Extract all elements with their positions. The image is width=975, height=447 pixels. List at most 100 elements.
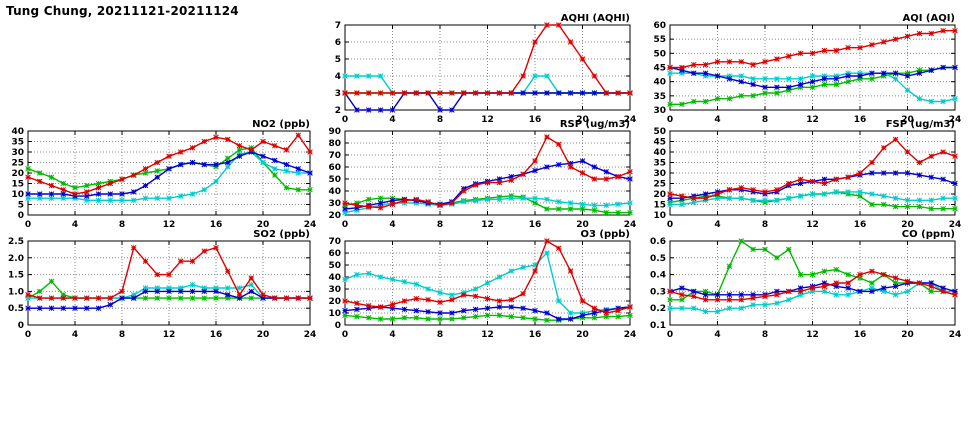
y-tick-label: 30 [653,106,666,116]
y-tick-label: 0.3 [650,287,666,297]
gridlines [670,25,955,110]
x-tick-label: 20 [257,220,270,230]
series-red [667,136,958,201]
y-tick-label: 0.6 [650,237,666,247]
y-tick-label: 6 [335,38,341,48]
x-tick-label: 20 [576,220,589,230]
axis-labels: 0 4 8 12 16 20 24 0 0.5 1.0 1.5 2.0 2.5 [8,237,316,340]
y-tick-label: 2.5 [8,237,24,247]
x-tick-label: 16 [210,220,223,230]
chart-rsp: 0 4 8 12 16 20 24 20 30 40 50 60 70 80 90 RSP (ug/m3) [328,119,636,230]
x-tick-label: 24 [624,115,637,125]
x-tick-label: 4 [389,220,395,230]
x-tick-label: 16 [210,330,223,340]
y-tick-label: 30 [328,285,341,295]
y-tick-label: 20 [11,169,24,179]
y-tick-label: 3 [335,89,341,99]
y-tick-label: 50 [653,127,666,137]
x-tick-label: 20 [257,330,270,340]
x-tick-label: 12 [481,115,494,125]
chart-o3: 0 4 8 12 16 20 24 0 10 20 30 40 50 60 70 O3 (ppb) [328,229,637,340]
y-tick-label: 0.2 [650,304,666,314]
x-tick-label: 24 [949,330,962,340]
x-tick-label: 16 [529,330,542,340]
x-tick-label: 0 [25,220,31,230]
y-tick-label: 60 [328,249,341,259]
x-tick-label: 8 [437,115,443,125]
y-tick-label: 20 [328,297,341,307]
x-tick-label: 20 [576,115,589,125]
x-tick-label: 16 [854,220,867,230]
x-tick-label: 12 [806,220,819,230]
x-tick-label: 0 [25,330,31,340]
y-tick-label: 50 [328,175,341,185]
x-tick-label: 24 [949,115,962,125]
x-tick-label: 8 [437,220,443,230]
x-tick-label: 4 [714,330,720,340]
x-tick-label: 12 [163,220,176,230]
y-tick-label: 45 [653,138,666,148]
tick-marks [669,24,956,111]
page-title: Tung Chung, 20211121-20211124 [6,4,239,18]
series-red [667,27,958,71]
x-tick-label: 8 [762,220,768,230]
y-tick-label: 25 [11,159,24,169]
x-tick-label: 20 [901,220,914,230]
x-tick-label: 12 [806,330,819,340]
y-tick-label: 90 [328,127,341,137]
y-tick-label: 40 [11,127,24,137]
y-tick-label: 7 [335,21,341,31]
series-red [25,244,313,301]
y-tick-label: 5 [18,201,24,211]
x-tick-label: 24 [624,330,637,340]
chart-title: SO2 (ppb) [253,229,310,240]
y-tick-label: 0 [18,321,24,331]
x-tick-label: 12 [481,330,494,340]
x-tick-label: 4 [389,115,395,125]
x-tick-label: 4 [714,115,720,125]
y-tick-label: 30 [328,199,341,209]
series-markers [342,134,633,211]
x-tick-label: 24 [304,220,317,230]
series-red [342,134,633,211]
y-tick-label: 0 [18,211,24,221]
x-tick-label: 12 [481,220,494,230]
y-tick-label: 35 [11,138,24,148]
chart-title: O3 (ppb) [580,229,630,240]
x-tick-label: 20 [576,330,589,340]
y-tick-label: 50 [653,49,666,59]
x-tick-label: 4 [714,220,720,230]
y-tick-label: 1.0 [8,287,24,297]
chart-title: RSP (ug/m3) [560,119,630,130]
y-tick-label: 80 [328,139,341,149]
y-tick-label: 55 [653,35,666,45]
chart-title: NO2 (ppb) [252,119,310,130]
x-tick-label: 12 [806,115,819,125]
series-cyan [667,189,958,208]
x-tick-label: 16 [854,330,867,340]
y-tick-label: 10 [653,211,666,221]
y-tick-label: 50 [328,261,341,271]
chart-title: AQHI (AQHI) [561,13,630,24]
chart-title: FSP (ug/m3) [886,119,955,130]
y-tick-label: 1.5 [8,271,24,281]
series-markers [667,136,958,201]
y-tick-label: 10 [328,309,341,319]
y-tick-label: 35 [653,92,666,102]
series-red [25,132,313,197]
y-tick-label: 5 [335,55,341,65]
series-markers [25,244,313,301]
y-tick-label: 15 [11,180,24,190]
y-tick-label: 35 [653,159,666,169]
y-tick-label: 0.5 [8,304,24,314]
chart-aqi: 0 4 8 12 16 20 24 30 35 40 45 50 55 60 AQI (AQI) [653,13,962,125]
chart-co: 0 4 8 12 16 20 24 0.1 0.2 0.3 0.4 0.5 0.6 CO (ppm) [650,229,962,340]
y-tick-label: 60 [653,21,666,31]
y-tick-label: 70 [328,151,341,161]
gridlines [345,131,630,215]
series-red [342,238,633,316]
y-tick-label: 20 [328,211,341,221]
